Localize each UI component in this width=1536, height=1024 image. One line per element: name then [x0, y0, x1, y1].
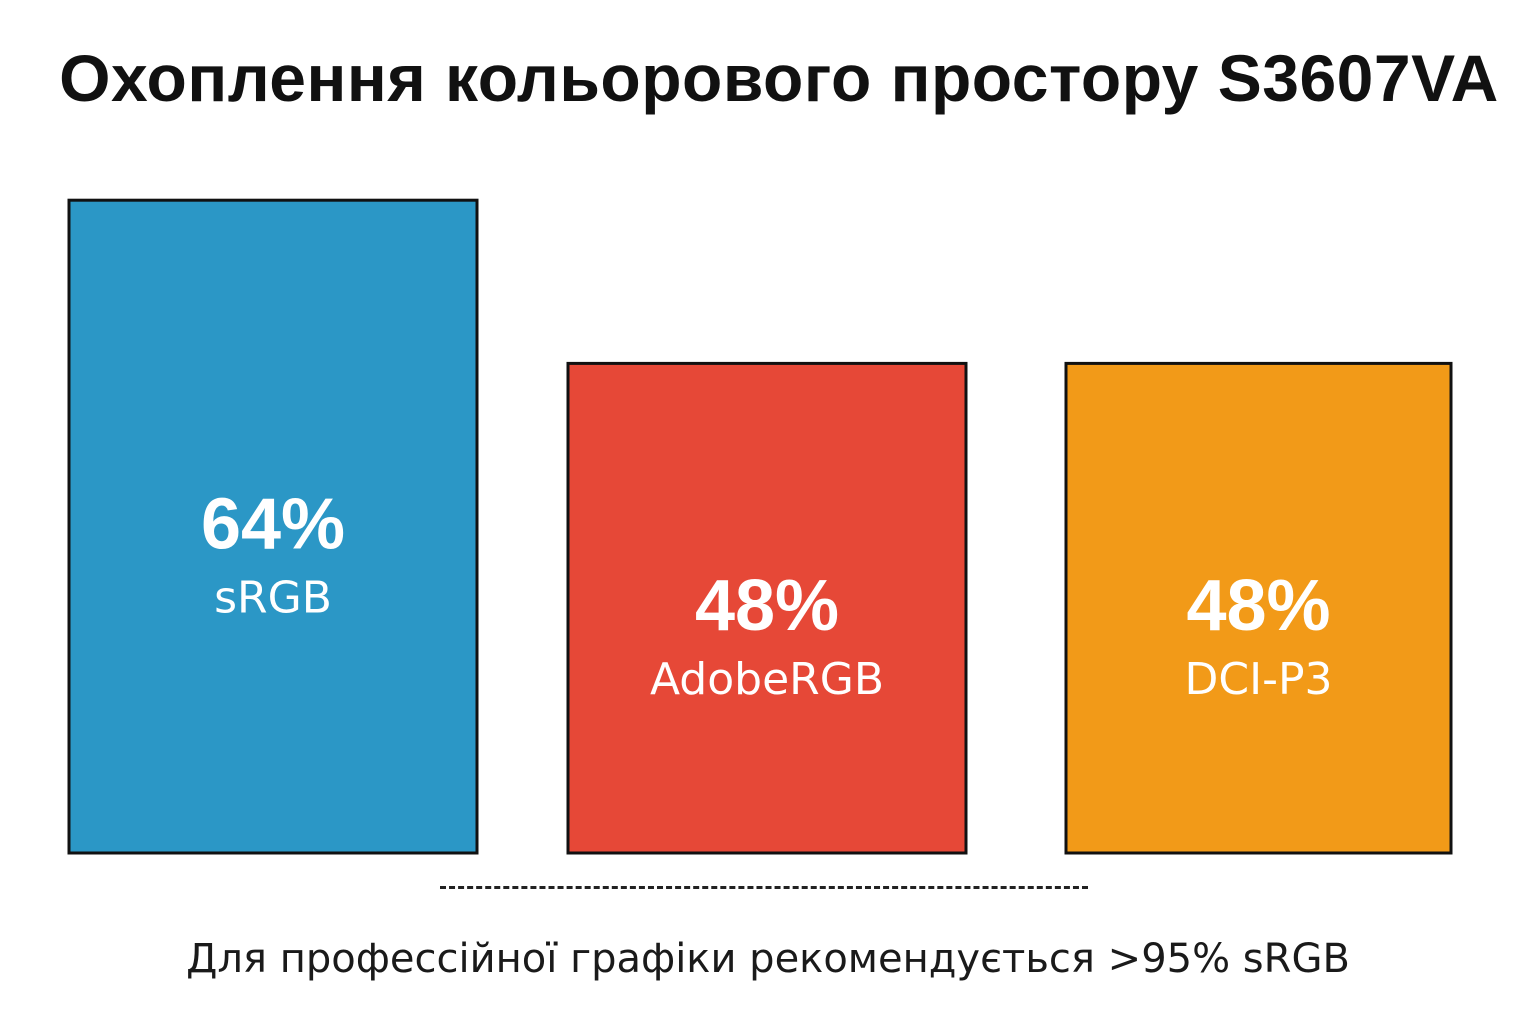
chart-title: Охоплення кольорового простору S3607VA [59, 41, 1499, 115]
chart-annotation: Для профессійної графіки рекомендується … [186, 936, 1350, 982]
bar-category-label-adobergb: AdobeRGB [650, 654, 884, 705]
reference-dashed-line [440, 886, 1088, 889]
bar-adobergb [566, 361, 968, 855]
bar-category-label-dci-p3: DCI-P3 [1185, 654, 1333, 705]
bar-srgb [67, 198, 479, 855]
bar-dci-p3 [1064, 361, 1453, 855]
bar-value-label-dci-p3: 48% [1186, 566, 1330, 646]
bar-value-label-srgb: 64% [201, 485, 345, 565]
bar-value-label-adobergb: 48% [695, 566, 839, 646]
bar-category-label-srgb: sRGB [214, 573, 332, 624]
